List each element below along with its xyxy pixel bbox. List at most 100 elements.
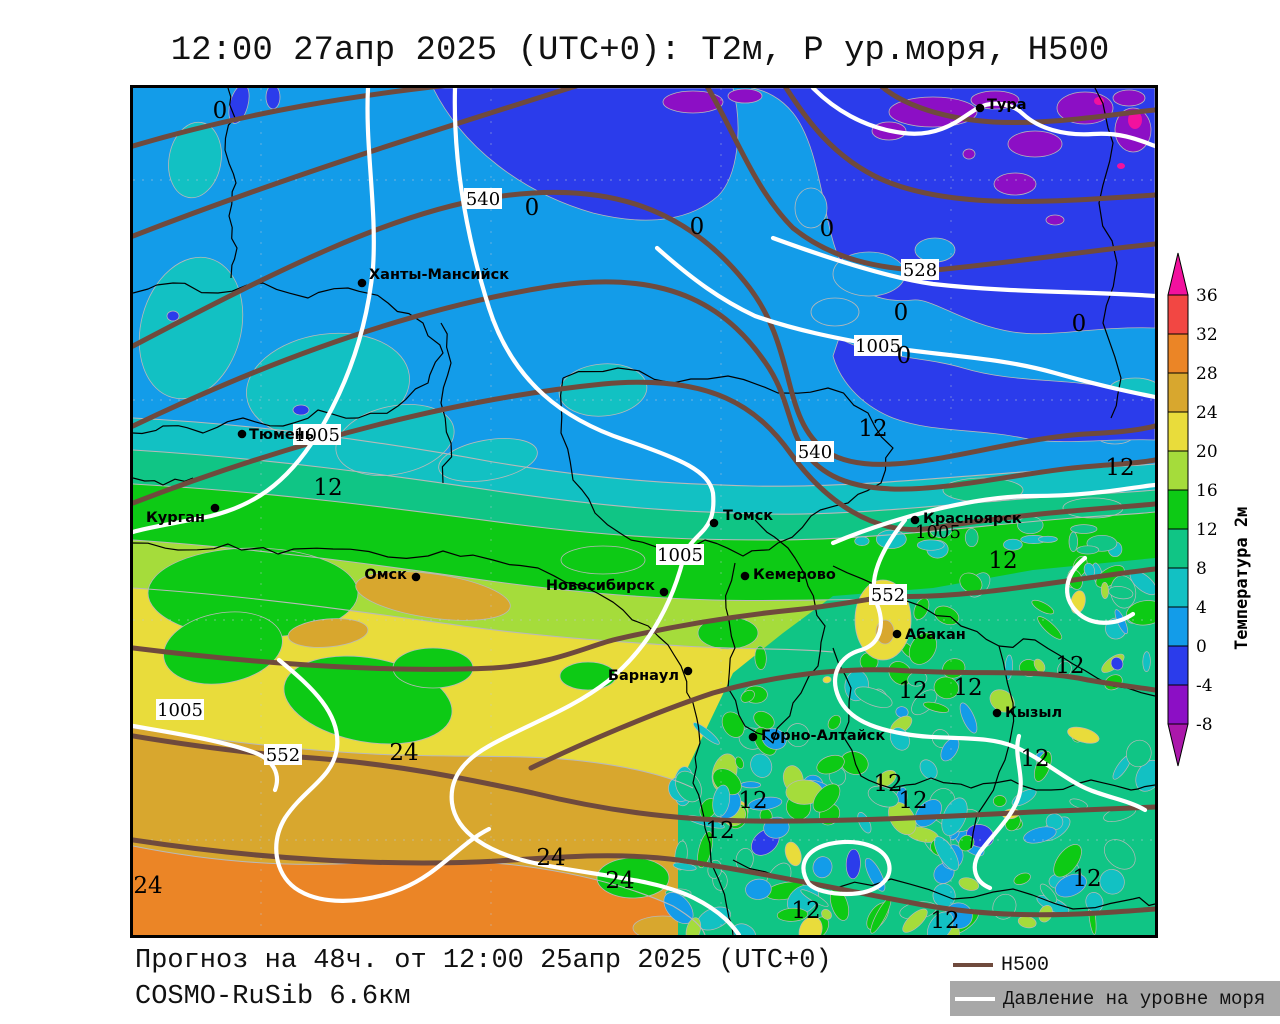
- page-title: 12:00 27апр 2025 (UTC+0): Т2м, Р ур.моря…: [170, 32, 1110, 70]
- colorbar-tick-label: 24: [1196, 403, 1218, 423]
- h500-contour-label: 540: [466, 189, 500, 210]
- temperature-value-label: 24: [605, 868, 634, 894]
- city-label: Кемерово: [753, 567, 836, 583]
- temperature-value-label: 0: [897, 343, 912, 369]
- city-marker: [411, 572, 421, 582]
- pressure-contour-label: 1005: [157, 700, 203, 721]
- h500-legend-label: Н500: [1001, 953, 1050, 977]
- temperature-value-label: 12: [1072, 866, 1101, 892]
- temperature-value-label: 12: [1055, 653, 1084, 679]
- city-marker: [237, 429, 247, 439]
- temperature-value-label: 12: [705, 818, 734, 844]
- h500-contour-label: 552: [871, 585, 905, 606]
- cold-air-region: [432, 88, 1155, 443]
- city-marker: [975, 103, 985, 113]
- temperature-value-label: 12: [873, 771, 902, 797]
- city-marker: [709, 518, 719, 528]
- temperature-value-label: 0: [525, 195, 540, 221]
- colorbar-tick-label: -8: [1196, 715, 1213, 735]
- colorbar-cell: [1167, 567, 1189, 608]
- h500-contour-label-box: [869, 584, 907, 605]
- city-marker: [683, 666, 693, 676]
- temperature-value-label: 24: [389, 740, 418, 766]
- temperature-value-label: 12: [1105, 455, 1134, 481]
- pressure-contour-label-box: [656, 544, 704, 565]
- temperature-value-label: 0: [894, 300, 909, 326]
- h500-contour-label-box: [464, 188, 502, 209]
- h500-contours: [133, 88, 1155, 918]
- forecast-map-frame: 540 528 540 552 552 1005 1005 1005 1005 1005 0 0 0 0 0…: [130, 85, 1158, 938]
- temperature-value-label: 12: [953, 675, 982, 701]
- city-label: Абакан: [905, 627, 966, 643]
- colorbar-tick-label: 0: [1196, 637, 1207, 657]
- city-markers: Тура Ханты-Мансийск Тюмень Курган Омск Томск К…: [146, 97, 1062, 744]
- h500-contour-label: 528: [903, 260, 937, 281]
- temperature-value-label: 12: [898, 678, 927, 704]
- city-marker: [748, 732, 758, 742]
- city-label: Тура: [987, 97, 1027, 113]
- city-marker: [659, 587, 669, 597]
- city-label: Ханты-Мансийск: [369, 267, 509, 283]
- city-marker: [357, 278, 367, 288]
- city-marker: [892, 629, 902, 639]
- colorbar-cell: [1167, 333, 1189, 374]
- h500-contour-label-box: [796, 441, 834, 462]
- temperature-value-label: 12: [313, 475, 342, 501]
- city-label: Курган: [146, 510, 205, 526]
- pressure-legend-label: Давление на уровне моря: [1003, 987, 1266, 1010]
- pressure-contours: [133, 88, 1155, 935]
- temperature-value-label: 0: [690, 214, 705, 240]
- colorbar-arrow-bottom: [1167, 723, 1189, 767]
- colorbar-tick-label: 36: [1196, 286, 1218, 306]
- h500-contour-label-box: [901, 259, 939, 280]
- colorbar-cell: [1167, 450, 1189, 491]
- city-marker: [210, 503, 220, 513]
- temperature-colorbar: 36 32 28 24 20 16 12 8 4 0 -4 -8: [1167, 252, 1218, 767]
- colorbar-cell: [1167, 294, 1189, 335]
- temperature-value-label: 12: [898, 788, 927, 814]
- pressure-contour-label-box: [156, 699, 204, 720]
- legend-pressure-row: Давление на уровне моря: [950, 981, 1280, 1016]
- latlon-grid: [133, 88, 1155, 935]
- colorbar-cell: [1167, 411, 1189, 452]
- temperature-value-label: 24: [536, 845, 565, 871]
- h500-contour-label: 540: [798, 442, 832, 463]
- city-label: Красноярск: [923, 511, 1022, 527]
- pressure-contour-label-box: [293, 424, 341, 445]
- pressure-contour-label: 1005: [657, 545, 703, 566]
- city-marker: [740, 571, 750, 581]
- temperature-value-label: 12: [930, 908, 959, 934]
- h500-contour-label: 552: [266, 745, 300, 766]
- city-label: Томск: [723, 508, 773, 524]
- colorbar-cell: [1167, 645, 1189, 686]
- temperature-value-label: 12: [791, 898, 820, 924]
- pressure-contour-label-box: [854, 335, 902, 356]
- temperature-value-label: 12: [1020, 746, 1049, 772]
- legend-h500-row: Н500: [953, 952, 1049, 978]
- pressure-contour-label: 1005: [294, 425, 340, 446]
- colorbar-tick-label: 4: [1196, 598, 1207, 618]
- colorbar-cell: [1167, 528, 1189, 569]
- temperature-value-label: 12: [858, 416, 887, 442]
- temperature-value-label: 0: [1072, 311, 1087, 337]
- h500-line-swatch: [953, 963, 993, 967]
- colorbar-tick-label: 8: [1196, 559, 1207, 579]
- city-label: Барнаул: [608, 668, 679, 684]
- colorbar-tick-label: 28: [1196, 364, 1218, 384]
- colorbar-tick-label: 32: [1196, 325, 1218, 345]
- model-name-text: COSMO-RuSib 6.6км: [135, 982, 411, 1012]
- city-label: Тюмень: [249, 427, 314, 443]
- temperature-value-label: 24: [133, 873, 162, 899]
- city-marker: [910, 515, 920, 525]
- city-label: Кызыл: [1005, 705, 1062, 721]
- city-label: Омск: [364, 567, 407, 583]
- pressure-line-swatch: [955, 996, 995, 1001]
- colorbar-cell: [1167, 372, 1189, 413]
- colorbar-tick-label: 12: [1196, 520, 1218, 540]
- colorbar-tick-label: 20: [1196, 442, 1218, 462]
- colorbar-cell: [1167, 489, 1189, 530]
- colorbar-title: Температура 2м: [1232, 506, 1252, 650]
